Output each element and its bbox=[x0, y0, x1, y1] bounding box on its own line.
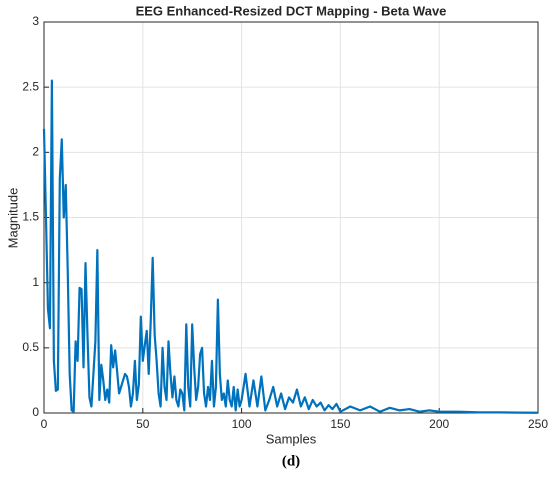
x-tick-label: 200 bbox=[429, 417, 449, 431]
data-line bbox=[42, 79, 539, 414]
x-tick-label: 250 bbox=[528, 417, 548, 431]
x-tick-label: 50 bbox=[136, 417, 150, 431]
y-tick-label: 0.5 bbox=[22, 340, 39, 354]
y-tick-label: 1.5 bbox=[22, 210, 39, 224]
y-axis-label: Magnitude bbox=[5, 188, 20, 249]
plot-frame bbox=[43, 21, 539, 414]
y-tick-label: 1 bbox=[32, 275, 39, 289]
x-tick-label: 150 bbox=[330, 417, 350, 431]
caption: (d) bbox=[282, 453, 300, 469]
y-tick-label: 0 bbox=[32, 405, 39, 419]
y-tick-label: 2.5 bbox=[22, 79, 39, 93]
x-axis-label: Samples bbox=[266, 431, 317, 446]
y-tick-label: 2 bbox=[32, 145, 39, 159]
chart-title: EEG Enhanced-Resized DCT Mapping - Beta … bbox=[136, 3, 447, 18]
x-tick-label: 100 bbox=[232, 417, 252, 431]
x-tick-label: 0 bbox=[41, 417, 48, 431]
y-tick-label: 3 bbox=[32, 14, 39, 28]
